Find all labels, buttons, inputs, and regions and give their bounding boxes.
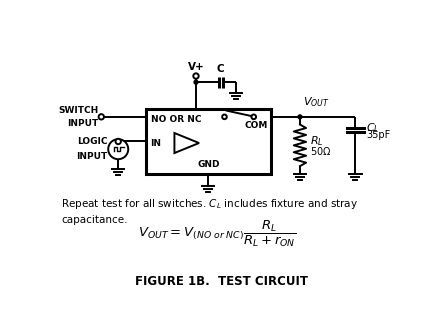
- Text: V+: V+: [187, 62, 204, 72]
- Text: 50$\Omega$: 50$\Omega$: [310, 145, 331, 157]
- Circle shape: [194, 80, 198, 84]
- Text: INPUT: INPUT: [67, 119, 98, 128]
- Circle shape: [108, 139, 128, 159]
- Circle shape: [115, 139, 121, 144]
- Circle shape: [193, 73, 199, 79]
- Text: SWITCH: SWITCH: [58, 106, 98, 115]
- Circle shape: [298, 115, 302, 119]
- Text: $R_L$: $R_L$: [310, 134, 324, 148]
- Text: FIGURE 1B.  TEST CIRCUIT: FIGURE 1B. TEST CIRCUIT: [135, 275, 308, 288]
- Text: LOGIC: LOGIC: [77, 137, 108, 146]
- Bar: [146, 109, 271, 174]
- Text: $C_L$: $C_L$: [366, 121, 380, 134]
- Text: $V_{OUT}$: $V_{OUT}$: [303, 95, 330, 109]
- Text: IN: IN: [150, 138, 161, 147]
- Text: Repeat test for all switches. $C_L$ includes fixture and stray
capacitance.: Repeat test for all switches. $C_L$ incl…: [61, 197, 359, 225]
- Text: NO OR NC: NO OR NC: [151, 115, 201, 124]
- Text: $V_{OUT} = V_{(NO\ or\ NC)}\dfrac{R_L}{R_L+r_{ON}}$: $V_{OUT} = V_{(NO\ or\ NC)}\dfrac{R_L}{R…: [138, 219, 296, 249]
- Text: C: C: [217, 64, 225, 74]
- Text: COM: COM: [244, 122, 267, 130]
- Text: 35pF: 35pF: [366, 130, 391, 140]
- Circle shape: [251, 115, 256, 119]
- Circle shape: [222, 115, 227, 119]
- Text: GND: GND: [197, 160, 219, 169]
- Circle shape: [98, 114, 104, 120]
- Text: INPUT: INPUT: [76, 152, 108, 161]
